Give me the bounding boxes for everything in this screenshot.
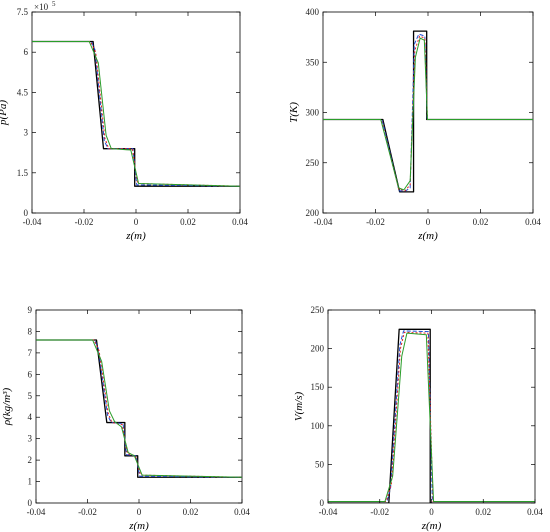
y-tick-label: 100	[311, 421, 325, 431]
x-tick-label: 0	[137, 507, 142, 517]
series-line-1	[32, 40, 240, 187]
y-tick-label: 200	[306, 208, 320, 218]
y-tick-label: 4	[28, 412, 33, 422]
y-tick-label: 150	[311, 382, 325, 392]
y-tick-label: 350	[306, 57, 320, 67]
x-tick-label: -0.02	[75, 217, 94, 227]
x-tick-label: 0.02	[475, 507, 491, 517]
chart-panel-1: -0.04 -0.02 0 0.02 0.04 0 1.5 3 4.5 6 7.5 z(m) p(Pa)…	[0, 0, 248, 242]
series-line-2	[32, 40, 240, 187]
x-tick-label: 0.04	[232, 217, 248, 227]
x-tick-label: 0.04	[234, 507, 250, 517]
x-tick-label: 0.04	[525, 217, 541, 227]
y-tick-label: 300	[306, 108, 320, 118]
plot-frame	[31, 11, 241, 214]
series-line-1	[328, 328, 535, 503]
y-tick-label: 0	[28, 498, 33, 508]
y-exponent-label: ×10	[34, 2, 49, 12]
y-tick-label: 0	[320, 498, 325, 508]
x-tick-label: -0.04	[319, 507, 338, 517]
y-tick-label: 200	[311, 344, 325, 354]
y-axis-label: T(K)	[288, 102, 300, 123]
series-line-4	[323, 37, 533, 191]
x-tick-label: 0.02	[183, 507, 199, 517]
y-axis-label: ρ(kg/m³)	[1, 388, 13, 427]
y-tick-label: 1.5	[17, 168, 29, 178]
y-tick-label: 4.5	[17, 87, 29, 97]
plot-frame	[322, 11, 534, 214]
y-tick-label: 0	[24, 208, 29, 218]
series-line-4	[36, 339, 242, 478]
x-tick-label: 0	[134, 217, 139, 227]
y-tick-label: 3	[28, 434, 33, 444]
y-tick-label: 8	[28, 326, 33, 336]
y-tick-label: 6	[24, 47, 29, 57]
y-tick-label: 250	[311, 305, 325, 315]
plot-frame	[35, 309, 243, 504]
y-axis-label: V(m/s)	[293, 392, 305, 422]
x-axis-label: z(m)	[421, 520, 442, 532]
chart-panel-4: -0.04 -0.02 0 0.02 0.04 0 50 100 150 200 250 z(m) V(…	[293, 305, 543, 532]
series-line-1	[36, 339, 242, 478]
x-tick-label: -0.04	[23, 217, 42, 227]
x-tick-label: -0.02	[366, 217, 385, 227]
series-line-2	[328, 330, 535, 502]
series-line-4	[32, 40, 240, 187]
series-group	[32, 40, 240, 187]
x-tick-label: 0.02	[473, 217, 489, 227]
x-axis-label: z(m)	[417, 230, 438, 242]
y-exponent-power: 5	[52, 0, 56, 8]
x-tick-label: -0.04	[27, 507, 46, 517]
x-axis-label: z(m)	[128, 520, 149, 532]
x-tick-label: -0.02	[370, 507, 389, 517]
series-group	[323, 30, 533, 193]
y-tick-label: 3	[24, 128, 29, 138]
y-tick-label: 400	[306, 7, 320, 17]
series-group	[328, 328, 535, 503]
plot-frame	[327, 309, 536, 504]
y-tick-label: 5	[28, 391, 33, 401]
chart-panel-3: -0.04 -0.02 0 0.02 0.04 0 1 2 3 4 5 6 7 8 9 z(m) ρ(kg/m³…	[1, 305, 250, 532]
series-line-4	[328, 332, 535, 502]
chart-panel-2: -0.04 -0.02 0 0.02 0.04 200 250 300 350 400 z(m) T(…	[288, 7, 541, 242]
x-tick-label: -0.04	[314, 217, 333, 227]
y-tick-label: 7.5	[17, 7, 29, 17]
y-tick-label: 250	[306, 158, 320, 168]
x-axis-label: z(m)	[125, 230, 146, 242]
x-tick-label: 0.04	[527, 507, 543, 517]
series-group	[36, 339, 242, 478]
y-axis-label: p(Pa)	[0, 100, 9, 126]
y-tick-label: 7	[28, 348, 33, 358]
y-tick-label: 50	[315, 459, 325, 469]
y-tick-label: 6	[28, 369, 33, 379]
y-tick-label: 2	[28, 455, 33, 465]
y-tick-label: 1	[28, 477, 33, 487]
series-line-3	[32, 40, 240, 187]
x-tick-label: 0	[429, 507, 434, 517]
x-tick-label: 0.02	[180, 217, 196, 227]
x-tick-label: 0	[426, 217, 431, 227]
y-tick-label: 9	[28, 305, 33, 315]
x-tick-label: -0.02	[78, 507, 97, 517]
